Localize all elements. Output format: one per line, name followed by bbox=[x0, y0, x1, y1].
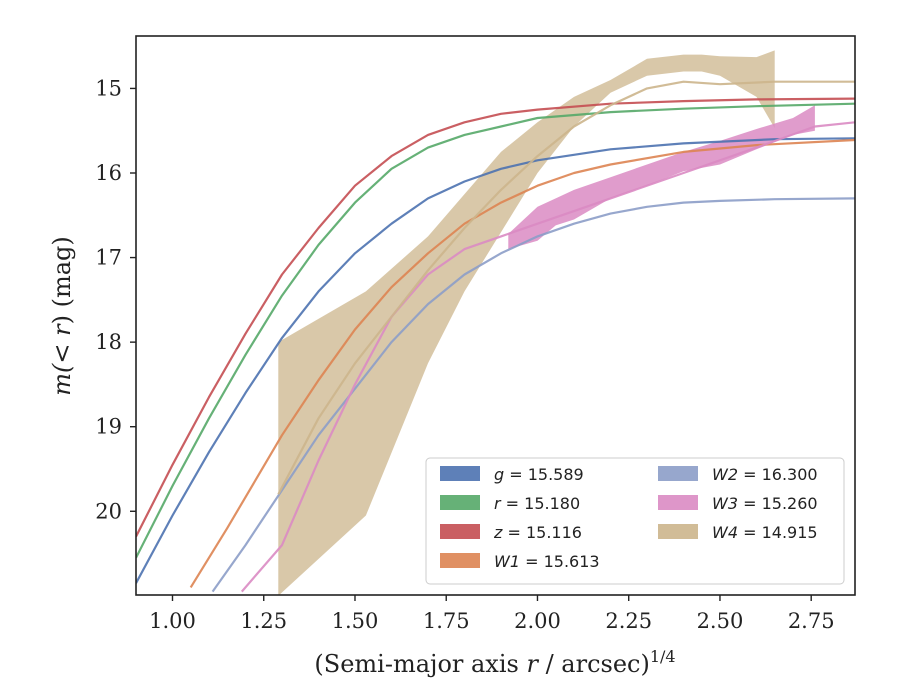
x-axis-label-suffix: / arcsec) bbox=[538, 650, 650, 678]
series-line-W1 bbox=[189, 138, 855, 588]
series-line-W3 bbox=[240, 121, 855, 593]
x-tick-label: 2.75 bbox=[788, 609, 835, 633]
plot-frame bbox=[135, 35, 856, 596]
legend-swatch-r bbox=[440, 495, 480, 510]
x-tick-label: 1.25 bbox=[240, 609, 287, 633]
legend-swatch-W3 bbox=[658, 495, 698, 510]
x-axis-label: (Semi-major axis r / arcsec)1/4 bbox=[314, 647, 675, 678]
y-tick-label: 17 bbox=[95, 246, 122, 270]
legend-label-z: z = 15.116 bbox=[493, 523, 582, 542]
y-axis-label-var: < r bbox=[48, 323, 76, 364]
band-W4 bbox=[278, 50, 775, 595]
x-tick-label: 2.50 bbox=[697, 609, 744, 633]
x-tick-label: 2.25 bbox=[605, 609, 652, 633]
legend: g = 15.589 r = 15.180 z = 15.116 W1 = 15.61… bbox=[425, 457, 845, 585]
series-line-r bbox=[136, 102, 855, 559]
y-axis-label-prefix: m( bbox=[48, 363, 76, 396]
y-tick-label: 18 bbox=[95, 330, 122, 354]
y-tick-label: 20 bbox=[95, 499, 122, 523]
y-axis: 15 16 17 18 19 20 bbox=[95, 76, 136, 523]
series-line-W2 bbox=[211, 197, 855, 593]
x-axis: 1.00 1.25 1.50 1.75 2.00 2.25 2.50 2.75 bbox=[149, 595, 835, 633]
y-tick-label: 15 bbox=[95, 76, 122, 100]
legend-label-W1: W1 = 15.613 bbox=[494, 552, 600, 571]
series-line-z bbox=[136, 97, 855, 538]
legend-swatch-g bbox=[440, 466, 480, 481]
x-tick-label: 1.00 bbox=[149, 609, 196, 633]
x-tick-label: 2.00 bbox=[514, 609, 561, 633]
legend-label-r: r = 15.180 bbox=[494, 494, 580, 513]
legend-label-W3: W3 = 15.260 bbox=[712, 494, 818, 513]
series-lines bbox=[136, 80, 855, 593]
series-line-g bbox=[136, 137, 855, 584]
y-tick-label: 16 bbox=[95, 161, 122, 185]
legend-swatch-W1 bbox=[440, 553, 480, 568]
x-tick-label: 1.50 bbox=[332, 609, 379, 633]
legend-label-g: g = 15.589 bbox=[494, 465, 584, 484]
y-axis-label: m(< r) (mag) bbox=[48, 236, 76, 396]
x-axis-label-prefix: (Semi-major axis bbox=[314, 650, 526, 678]
legend-label-W2: W2 = 16.300 bbox=[712, 465, 818, 484]
legend-swatch-W4 bbox=[658, 524, 698, 539]
legend-swatch-W2 bbox=[658, 466, 698, 481]
legend-box bbox=[425, 457, 845, 585]
y-tick-label: 19 bbox=[95, 415, 122, 439]
legend-label-W4: W4 = 14.915 bbox=[712, 523, 818, 542]
x-axis-label-var: r bbox=[526, 650, 539, 678]
x-tick-label: 1.75 bbox=[423, 609, 470, 633]
x-axis-label-exponent: 1/4 bbox=[650, 647, 676, 666]
series-line-W4 bbox=[277, 80, 855, 495]
legend-swatch-z bbox=[440, 524, 480, 539]
y-axis-label-suffix: ) (mag) bbox=[48, 236, 76, 324]
